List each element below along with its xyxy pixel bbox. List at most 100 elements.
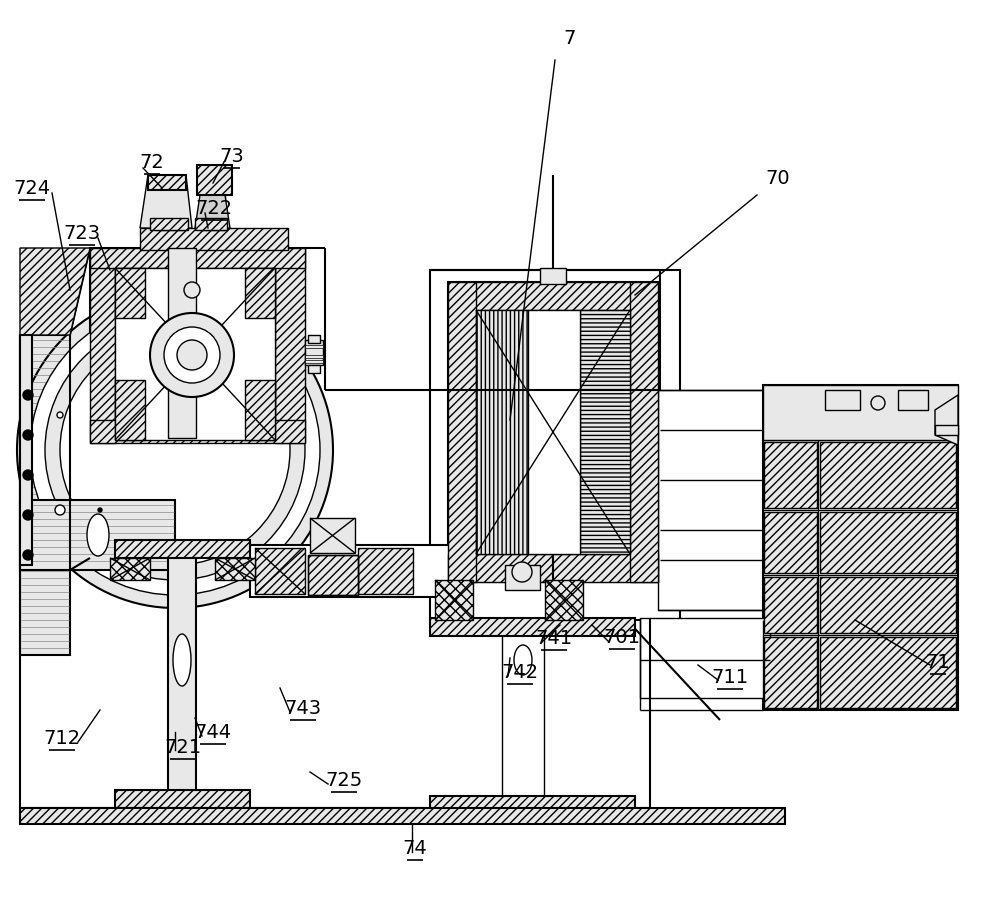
Circle shape <box>30 305 320 595</box>
Bar <box>308 365 320 373</box>
Ellipse shape <box>514 645 532 675</box>
Bar <box>195 218 227 230</box>
Bar <box>358 548 413 594</box>
Text: 72: 72 <box>140 153 164 172</box>
Text: 722: 722 <box>195 199 233 218</box>
Bar <box>115 790 250 808</box>
Text: 721: 721 <box>164 738 202 757</box>
Bar <box>90 248 305 268</box>
Bar <box>430 796 635 814</box>
Bar <box>197 165 232 195</box>
Circle shape <box>23 470 33 480</box>
Text: 73: 73 <box>220 147 244 166</box>
Bar <box>20 335 70 655</box>
Circle shape <box>98 508 102 512</box>
Bar <box>580 310 630 554</box>
Bar <box>448 282 658 310</box>
Bar <box>115 540 250 558</box>
Text: 744: 744 <box>194 723 232 742</box>
Bar <box>245 380 275 440</box>
Bar <box>90 420 305 443</box>
Bar <box>245 268 275 318</box>
Polygon shape <box>140 175 192 228</box>
Bar <box>898 390 928 410</box>
Bar <box>502 635 544 800</box>
Text: 701: 701 <box>604 628 640 647</box>
Circle shape <box>871 396 885 410</box>
Bar <box>505 565 540 590</box>
Bar <box>215 558 255 580</box>
Bar <box>476 310 528 554</box>
Bar <box>305 340 323 365</box>
Bar <box>764 442 817 508</box>
Bar <box>764 512 817 573</box>
Bar <box>820 577 956 633</box>
Bar <box>764 577 817 633</box>
Circle shape <box>177 340 207 370</box>
Circle shape <box>23 550 33 560</box>
Text: 743: 743 <box>284 699 322 718</box>
Bar <box>640 618 770 698</box>
Bar <box>630 282 658 582</box>
Bar <box>308 335 320 343</box>
Bar <box>430 618 635 636</box>
Bar <box>305 360 323 363</box>
Bar <box>20 808 785 824</box>
Circle shape <box>45 320 305 580</box>
Bar <box>140 228 288 250</box>
Bar <box>308 555 358 595</box>
Bar <box>305 355 323 358</box>
Bar <box>764 637 817 708</box>
Text: 725: 725 <box>325 771 363 790</box>
Text: 74: 74 <box>403 839 427 858</box>
Polygon shape <box>935 395 958 445</box>
Text: 723: 723 <box>63 224 101 243</box>
Text: 70: 70 <box>766 169 790 188</box>
Bar <box>540 268 566 284</box>
Bar <box>148 175 186 190</box>
Bar <box>20 500 175 570</box>
Polygon shape <box>20 248 90 335</box>
Bar <box>90 248 115 443</box>
Bar <box>430 270 680 620</box>
Bar <box>150 218 188 230</box>
Bar <box>110 558 150 580</box>
Bar <box>115 268 275 440</box>
Bar <box>448 282 476 582</box>
Bar <box>168 248 196 438</box>
Bar <box>115 268 145 318</box>
Bar <box>545 580 583 620</box>
Bar <box>763 385 958 440</box>
Bar <box>305 345 323 348</box>
Circle shape <box>60 335 290 565</box>
Bar <box>528 310 580 554</box>
Bar <box>448 554 658 582</box>
Bar <box>200 195 225 230</box>
Ellipse shape <box>173 634 191 686</box>
Text: 71: 71 <box>926 653 950 672</box>
Circle shape <box>184 282 200 298</box>
Text: 742: 742 <box>501 663 539 682</box>
Bar <box>820 637 956 708</box>
Circle shape <box>57 412 63 418</box>
Bar <box>310 518 355 553</box>
Bar <box>90 248 305 443</box>
Ellipse shape <box>512 562 532 582</box>
Bar <box>825 390 860 410</box>
Circle shape <box>23 430 33 440</box>
Bar <box>435 580 473 620</box>
Bar <box>168 555 196 805</box>
Circle shape <box>23 390 33 400</box>
Bar <box>820 512 956 573</box>
Bar <box>250 545 470 597</box>
Circle shape <box>55 505 65 515</box>
Bar <box>658 390 763 610</box>
Ellipse shape <box>87 514 109 556</box>
Bar <box>820 442 956 508</box>
Circle shape <box>23 510 33 520</box>
Circle shape <box>150 313 234 397</box>
Text: 712: 712 <box>43 729 81 748</box>
Bar <box>308 555 358 595</box>
Bar <box>935 425 958 435</box>
Polygon shape <box>195 195 230 228</box>
